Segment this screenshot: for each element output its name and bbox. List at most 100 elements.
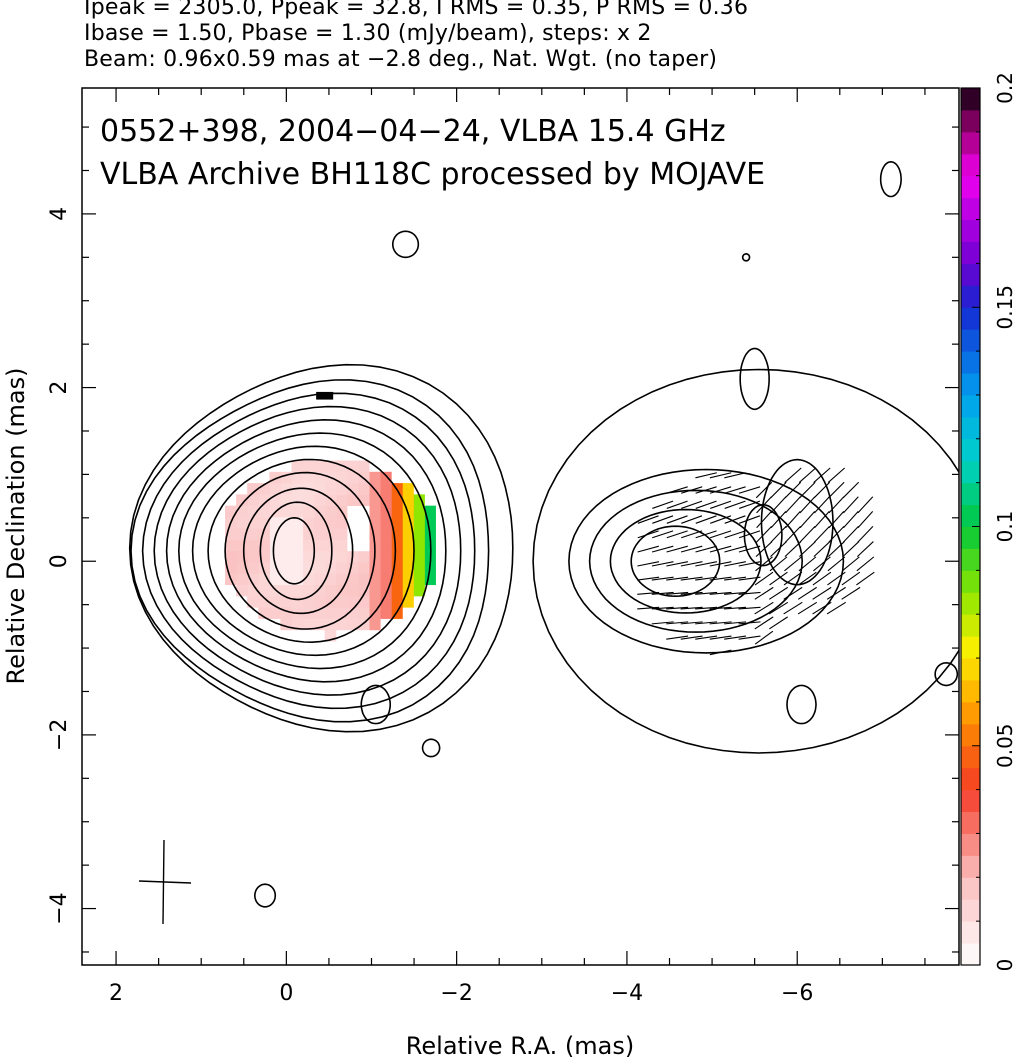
polarization-pixel xyxy=(413,516,425,529)
polarization-pixel xyxy=(402,562,414,574)
evpa-tick xyxy=(695,515,717,524)
evpa-tick xyxy=(666,591,689,595)
polarization-pixel xyxy=(291,505,304,518)
polarization-pixel xyxy=(324,483,337,495)
polarization-pixel xyxy=(269,494,281,507)
evpa-tick xyxy=(709,621,732,625)
evpa-tick xyxy=(651,561,674,567)
polarization-pixel xyxy=(335,550,348,563)
polarization-pixel xyxy=(258,607,270,619)
evpa-tick xyxy=(680,606,703,610)
polarization-pixel xyxy=(380,562,392,574)
colorbar-band xyxy=(961,745,980,769)
polarization-pixel xyxy=(402,595,414,608)
polarization-pixel xyxy=(335,460,348,473)
evpa-tick xyxy=(784,556,802,572)
evpa-tick xyxy=(637,591,660,595)
polarization-pixel xyxy=(368,505,381,518)
evpa-tick xyxy=(813,525,830,543)
y-tick-label: 2 xyxy=(47,381,72,395)
polarization-pixel xyxy=(302,471,315,484)
evpa-tick xyxy=(797,601,818,615)
polarized-contour xyxy=(532,368,959,754)
evpa-tick xyxy=(680,591,703,595)
polarization-pixel xyxy=(335,562,348,574)
evpa-tick xyxy=(783,571,803,586)
polarization-pixel xyxy=(413,528,425,540)
evpa-tick xyxy=(666,561,689,567)
polarization-pixel xyxy=(302,618,315,631)
colorbar-tick-label: 0.2 xyxy=(993,72,1017,104)
polarization-pixel xyxy=(280,550,293,563)
colorbar-band xyxy=(961,482,980,506)
intensity-contour xyxy=(130,379,490,723)
polarization-pixel xyxy=(357,528,370,540)
colorbar-band xyxy=(961,679,980,703)
evpa-tick xyxy=(738,486,761,494)
polarization-pixel xyxy=(280,607,293,619)
evpa-tick xyxy=(827,571,846,586)
polarization-pixel xyxy=(280,584,293,597)
evpa-tick xyxy=(724,561,746,567)
polarization-pixel xyxy=(368,573,381,586)
axes: 2 0 −2 −4 −6 −4 −2 0 2 4 xyxy=(47,88,959,1006)
polarization-pixel xyxy=(391,528,403,540)
polarization-pixel xyxy=(424,516,436,529)
polarized-contour xyxy=(743,503,783,567)
polarization-pixel xyxy=(346,618,359,631)
y-tick-label: 0 xyxy=(47,554,72,568)
intensity-contour xyxy=(165,418,447,683)
colorbar-band xyxy=(961,88,980,111)
evpa-tick xyxy=(724,530,746,539)
colorbar-band xyxy=(961,131,980,155)
polarization-pixel xyxy=(236,516,248,529)
polarization-pixel xyxy=(324,607,337,619)
polarization-pixel xyxy=(302,562,315,574)
evpa-tick xyxy=(784,481,802,499)
evpa-tick xyxy=(681,515,703,524)
intensity-contour xyxy=(191,445,415,657)
polarization-pixel xyxy=(316,391,334,400)
intensity-contour xyxy=(272,516,316,585)
evpa-tick xyxy=(770,541,787,558)
evpa-tick xyxy=(754,601,774,615)
annotations xyxy=(138,839,192,925)
polarization-pixel xyxy=(258,505,270,518)
colorbar-band xyxy=(961,504,980,527)
polarization-pixel xyxy=(247,584,259,597)
polarization-pixel xyxy=(413,494,425,507)
polarization-pixel xyxy=(236,528,248,540)
evpa-tick xyxy=(724,591,747,595)
colorbar-band xyxy=(961,526,980,549)
polarization-pixel xyxy=(402,494,414,507)
polarization-pixel xyxy=(346,595,359,608)
evpa-tick xyxy=(797,586,817,600)
intensity-contour xyxy=(207,458,397,644)
polarization-pixel xyxy=(280,595,293,608)
evpa-tick xyxy=(709,561,732,567)
polarization-pixel xyxy=(324,516,337,529)
polarization-pixel xyxy=(247,550,259,563)
evpa-tick xyxy=(783,586,803,600)
polarization-pixel xyxy=(280,483,293,495)
evpa-tick xyxy=(799,511,816,529)
evpa-tick xyxy=(724,606,747,610)
polarization-pixel xyxy=(247,595,259,608)
polarization-pixel xyxy=(346,528,359,540)
evpa-tick xyxy=(724,635,747,640)
polarization-pixel xyxy=(335,618,348,631)
evpa-tick xyxy=(828,511,845,529)
colorbar-band xyxy=(961,592,980,615)
polarization-pixel xyxy=(391,562,403,574)
evpa-tick xyxy=(709,649,732,656)
evpa-tick xyxy=(812,571,832,586)
evpa-tick xyxy=(709,576,732,581)
polarization-pixel xyxy=(291,595,304,608)
evpa-tick xyxy=(814,496,830,514)
noise-contour xyxy=(253,883,277,908)
colorbar-band xyxy=(961,723,980,747)
colorbar-band xyxy=(961,416,980,440)
polarization-pixel xyxy=(247,494,259,507)
polarization-pixel xyxy=(380,471,392,484)
